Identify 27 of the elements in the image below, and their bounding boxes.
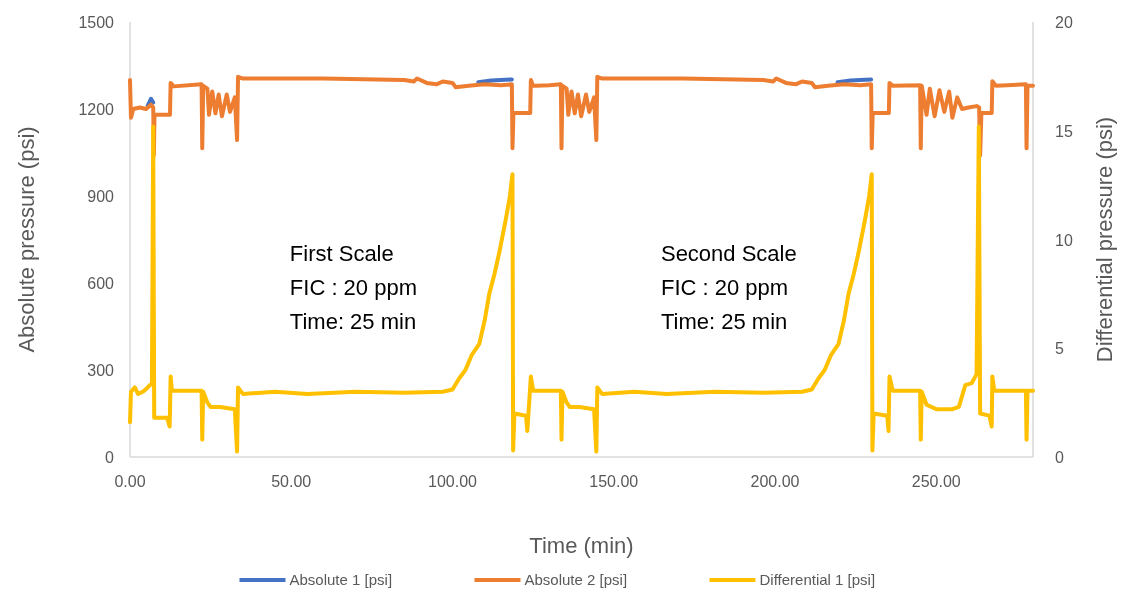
y2-tick-label: 20 <box>1055 14 1073 31</box>
x-tick-label: 200.00 <box>750 473 800 490</box>
legend-label: Absolute 2 [psi] <box>524 571 628 588</box>
legend-label: Absolute 1 [psi] <box>289 571 393 588</box>
x-tick-label: 100.00 <box>428 473 478 490</box>
y2-tick-label: 5 <box>1055 340 1064 358</box>
y-tick-label: 0 <box>105 449 115 466</box>
x-tick-label: 250.00 <box>911 473 961 490</box>
y2-tick-label: 15 <box>1055 122 1073 140</box>
y-tick-label: 1200 <box>78 101 115 118</box>
y-tick-label: 300 <box>87 362 115 379</box>
x-tick-label: 50.00 <box>271 473 312 490</box>
legend-label: Differential 1 [psi] <box>759 571 876 588</box>
x-tick-label: 0.00 <box>114 473 146 490</box>
y-tick-label: 1500 <box>78 14 115 31</box>
x-axis-title: Time (min) <box>529 533 634 558</box>
y-axis-title: Absolute pressure (psi) <box>14 126 39 353</box>
y2-tick-label: 10 <box>1055 231 1073 249</box>
y-tick-label: 600 <box>87 275 115 292</box>
y2-axis-title: Differential pressure (psi) <box>1092 116 1117 363</box>
line-series <box>128 124 1035 454</box>
annotation: First Scale FIC : 20 ppm Time: 25 min <box>289 241 417 335</box>
annotation: Second Scale FIC : 20 ppm Time: 25 min <box>660 241 797 335</box>
y-tick-label: 900 <box>87 188 115 205</box>
x-tick-label: 150.00 <box>589 473 639 490</box>
line-series <box>128 74 1035 158</box>
y2-tick-label: 0 <box>1055 449 1064 466</box>
